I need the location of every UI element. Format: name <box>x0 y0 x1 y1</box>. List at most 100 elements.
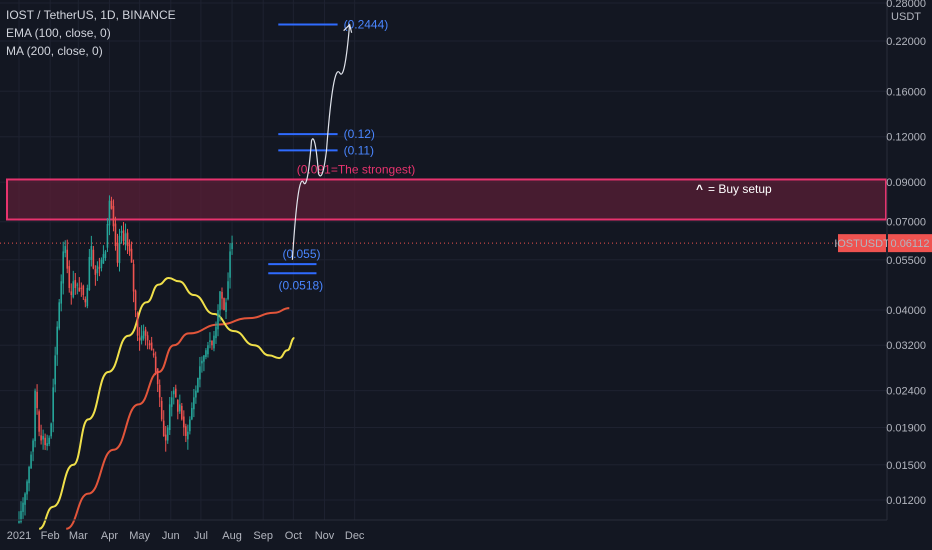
candle-up <box>215 326 217 339</box>
candle-up <box>193 397 195 410</box>
price-tick-label: 0.03200 <box>886 340 926 352</box>
candle-down <box>154 356 157 373</box>
candle-up <box>58 302 60 329</box>
ma-legend[interactable]: MA (200, close, 0) <box>6 44 103 58</box>
candle-up <box>18 521 20 523</box>
candle-down <box>92 249 95 269</box>
candle-up <box>30 454 32 469</box>
candle-down <box>146 335 149 341</box>
last-price-tag <box>888 234 932 253</box>
candle-down <box>80 287 83 289</box>
time-tick-label: Sep <box>253 530 273 542</box>
candle-up <box>120 231 123 234</box>
target-level-label: (0.2444) <box>344 17 389 31</box>
candle-up <box>26 481 28 495</box>
candle-up <box>60 281 63 304</box>
candle-up <box>96 265 99 274</box>
price-tick-label: 0.04000 <box>886 305 926 317</box>
candle-down <box>82 285 85 295</box>
candle-up <box>46 443 48 446</box>
candle-up <box>48 437 50 445</box>
candle-down <box>66 249 69 269</box>
candle-down <box>70 291 73 295</box>
price-tick-label: 0.22000 <box>886 36 926 48</box>
candle-down <box>164 434 167 441</box>
candle-up <box>22 502 24 512</box>
candle-up <box>64 246 67 253</box>
candle-down <box>160 400 163 420</box>
target-level-label: (0.055) <box>282 247 320 261</box>
candle-down <box>38 411 40 432</box>
time-tick-label: Dec <box>345 530 365 542</box>
time-tick-label: Jun <box>162 530 180 542</box>
candle-down <box>40 435 42 441</box>
candle-up <box>90 246 93 261</box>
resistance-zone-layer: (0.091=The strongest) <box>0 162 887 244</box>
candle-up <box>88 256 91 290</box>
candle-down <box>185 426 187 437</box>
candle-up <box>118 235 121 264</box>
candle-down <box>156 368 159 385</box>
candle-up <box>52 387 54 422</box>
candle-up <box>20 510 22 522</box>
candle-up <box>108 200 111 226</box>
candle-up <box>199 366 201 380</box>
time-tick-label: Oct <box>285 530 302 542</box>
candle-up <box>189 419 191 432</box>
candle-down <box>68 266 71 288</box>
candle-down <box>144 329 147 336</box>
ema-legend[interactable]: EMA (100, close, 0) <box>6 26 111 40</box>
candle-down <box>84 298 87 303</box>
price-tick-label: 0.05500 <box>886 255 926 267</box>
candle-down <box>112 206 115 227</box>
candle-down <box>152 353 155 356</box>
candle-up <box>24 493 26 505</box>
candle-up <box>76 284 79 286</box>
candle-down <box>132 264 135 292</box>
candles-layer <box>18 195 233 524</box>
projection-arrowhead <box>343 23 353 33</box>
time-tick-label: May <box>129 530 150 542</box>
candle-down <box>110 200 113 209</box>
candle-up <box>231 243 233 250</box>
price-tick-label: 0.01900 <box>886 422 926 434</box>
annotations-layer: ^ = Buy setup <box>291 23 772 260</box>
candle-down <box>158 384 161 398</box>
chart-legend: IOST / TetherUS, 1D, BINANCE EMA (100, c… <box>6 6 176 60</box>
target-level-label: (0.0518) <box>278 278 323 292</box>
candle-up <box>54 355 56 385</box>
price-tick-label: 0.28000 <box>886 0 926 10</box>
candle-down <box>114 223 117 247</box>
projection-arrow <box>291 24 351 260</box>
candle-up <box>106 224 109 248</box>
candle-down <box>94 269 97 275</box>
candle-up <box>124 233 127 245</box>
candle-down <box>183 416 185 428</box>
candle-down <box>162 420 165 437</box>
time-tick-label: Feb <box>41 530 60 542</box>
candle-down <box>130 248 133 263</box>
candle-up <box>187 431 189 440</box>
candle-up <box>56 326 58 355</box>
time-tick-label: Mar <box>69 530 88 542</box>
candle-up <box>166 427 169 441</box>
candle-up <box>217 310 219 330</box>
candle-up <box>219 291 221 311</box>
candle-down <box>74 280 77 288</box>
candle-up <box>191 407 193 420</box>
candle-down <box>78 287 81 292</box>
candle-up <box>201 360 203 364</box>
candle-up <box>72 281 75 298</box>
candle-down <box>174 388 177 398</box>
candle-up <box>142 331 145 339</box>
resistance-zone-label: (0.091=The strongest) <box>297 162 415 176</box>
ema-100-line <box>38 276 295 530</box>
symbol-title[interactable]: IOST / TetherUS, 1D, BINANCE <box>6 8 176 22</box>
price-tick-label: 0.02400 <box>886 386 926 398</box>
candle-down <box>181 405 183 420</box>
candle-up <box>229 251 231 278</box>
target-level-label: (0.11) <box>344 143 374 157</box>
